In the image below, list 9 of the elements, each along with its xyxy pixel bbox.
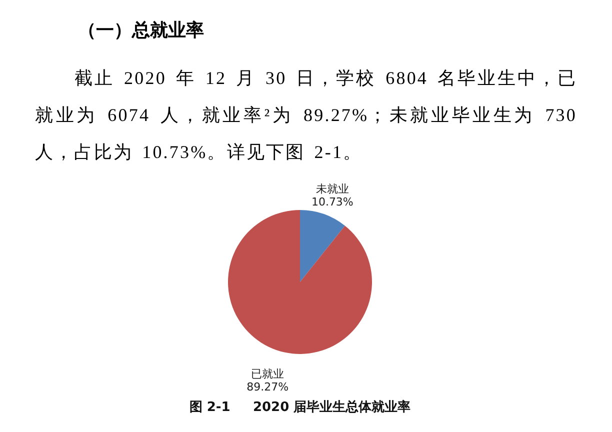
chart-title: （一）总就业率	[78, 19, 204, 42]
slice-label: 未就业	[316, 182, 349, 196]
caption: 图 2-1 2020 届毕业生总体就业率	[189, 398, 411, 416]
pie-slice	[228, 210, 372, 354]
chart-subtitle: 截止 2020 年 12 月 30 日，学校 6804 名毕业生中，已就业为 6074 人，就业率²为 89.27%；未就业毕业生为 730 人，占比为 10.73%。详见下图 2-1。	[35, 67, 577, 164]
data-label: 89.27%	[246, 380, 289, 394]
pie-slice	[300, 210, 345, 282]
data-label: 10.73%	[311, 196, 354, 209]
slice-label: 已就业	[251, 367, 284, 380]
